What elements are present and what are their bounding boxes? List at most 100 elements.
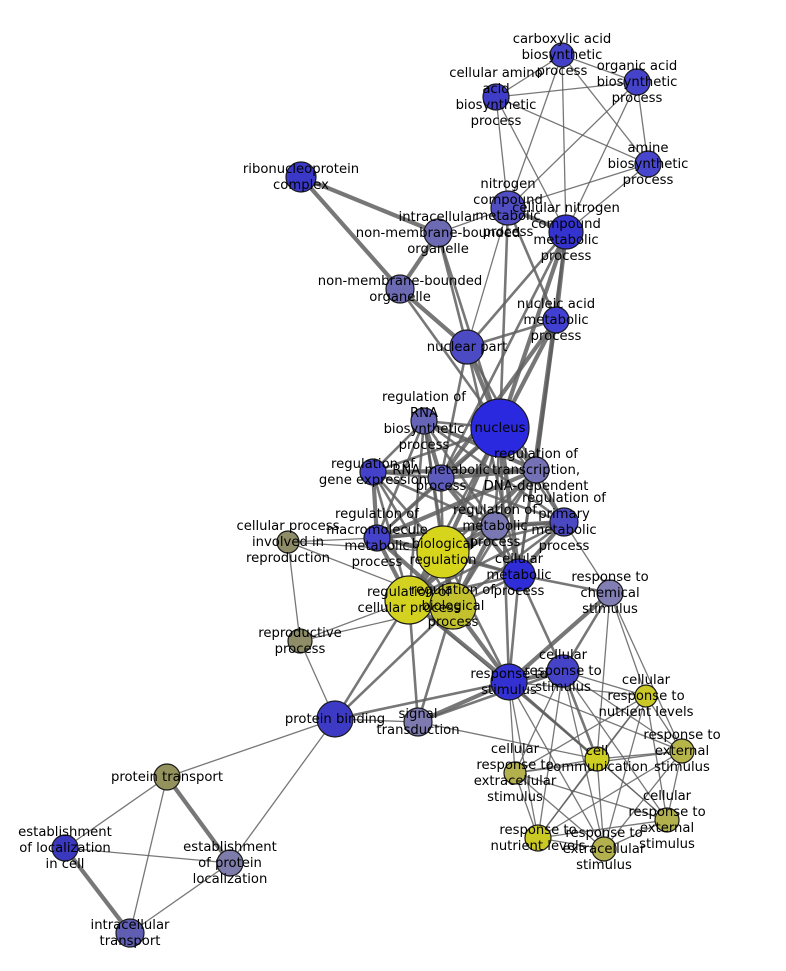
graph-edge	[517, 574, 565, 672]
graph-edge	[508, 681, 539, 839]
node-cellular-response-to-stimulus[interactable]	[546, 654, 580, 688]
graph-edge	[596, 758, 605, 850]
node-cell-communication[interactable]	[584, 746, 610, 772]
node-nucleus[interactable]	[470, 398, 530, 458]
node-establishment-of-protein-localization[interactable]	[216, 849, 244, 877]
node-label-nucleic-acid-metabolic-process: nucleic acid metabolic process	[517, 297, 595, 344]
node-intracellular-transport[interactable]	[115, 918, 145, 948]
node-label-regulation-of-cellular-process: regulation of cellular process	[357, 585, 460, 616]
graph-edge	[603, 695, 647, 850]
node-label-organic-acid-biosynthetic-process: organic acid biosynthetic process	[597, 59, 678, 106]
node-label-establishment-of-localization-in-cell: establishment of localization in cell	[18, 825, 112, 872]
graph-edge	[334, 680, 510, 721]
graph-edge	[537, 670, 564, 839]
node-cellular-amino-acid-biosynthetic-process[interactable]	[482, 83, 510, 111]
node-response-to-chemical-stimulus[interactable]	[596, 579, 624, 607]
graph-edge	[507, 591, 612, 684]
graph-edge	[636, 81, 649, 165]
node-biological-regulation[interactable]	[416, 525, 470, 579]
graph-edge	[514, 695, 647, 774]
graph-edge	[537, 758, 598, 839]
node-intracellular-non-membrane-bounded-organelle[interactable]	[423, 218, 453, 248]
node-label-nucleus: nucleus	[475, 421, 526, 436]
node-label-cellular-response-to-stimulus: cellular response to stimulus	[524, 648, 601, 695]
node-label-response-to-stimulus: response to stimulus	[470, 667, 547, 698]
node-establishment-of-localization-in-cell[interactable]	[51, 834, 79, 862]
node-label-response-to-extracellular-stimulus: response to extracellular stimulus	[563, 826, 646, 873]
graph-edge	[466, 231, 567, 348]
node-label-reproductive-process: reproductive process	[258, 626, 342, 657]
node-nuclear-part[interactable]	[449, 329, 485, 365]
graph-edge	[64, 847, 231, 864]
node-label-carboxylic-acid-biosynthetic-process: carboxylic acid biosynthetic process	[513, 32, 612, 79]
graph-edge	[407, 427, 502, 601]
node-label-nitrogen-compound-metabolic-process: nitrogen compound metabolic process	[473, 177, 543, 240]
graph-edge	[596, 592, 611, 760]
node-response-to-stimulus[interactable]	[490, 663, 528, 701]
graph-edge	[514, 772, 668, 821]
node-label-protein-binding: protein binding	[285, 712, 385, 727]
node-regulation-of-rna-biosynthetic-process[interactable]	[410, 407, 438, 435]
graph-edge	[507, 54, 563, 209]
node-label-cellular-response-to-nutrient-levels: cellular response to nutrient levels	[598, 673, 693, 720]
node-response-to-external-stimulus[interactable]	[669, 738, 695, 764]
node-reproductive-process[interactable]	[287, 628, 313, 654]
graph-edge	[166, 718, 336, 778]
node-response-to-nutrient-levels[interactable]	[524, 824, 552, 852]
node-organic-acid-biosynthetic-process[interactable]	[623, 68, 651, 96]
graph-edge	[596, 750, 683, 760]
graph-edge	[165, 775, 232, 865]
node-label-regulation-of-macromolecule-metabolic-process: regulation of macromolecule metabolic proce…	[326, 507, 427, 570]
graph-edge	[129, 862, 231, 934]
node-label-regulation-of-metabolic-process: regulation of metabolic process	[453, 503, 537, 550]
node-label-regulation-of-primary-metabolic-process: regulation of primary metabolic process	[522, 491, 606, 554]
node-non-membrane-bounded-organelle[interactable]	[385, 274, 415, 304]
graph-edge	[287, 537, 378, 543]
node-regulation-of-macromolecule-metabolic-process[interactable]	[363, 524, 391, 552]
node-regulation-of-primary-metabolic-process[interactable]	[549, 507, 579, 537]
graph-edge	[417, 721, 598, 760]
node-cellular-response-to-extracellular-stimulus[interactable]	[503, 761, 527, 785]
node-protein-binding[interactable]	[316, 700, 354, 738]
graph-edge	[299, 175, 402, 291]
node-label-intracellular-transport: intracellular transport	[91, 918, 170, 949]
node-cellular-response-to-external-stimulus[interactable]	[654, 807, 680, 833]
graph-edge	[498, 231, 568, 429]
graph-edge	[229, 718, 336, 864]
node-cellular-metabolic-process[interactable]	[502, 558, 536, 592]
graph-edge	[508, 681, 647, 697]
graph-edge	[565, 163, 649, 233]
node-label-cellular-response-to-external-stimulus: cellular response to external stimulus	[628, 789, 705, 852]
node-amine-biosynthetic-process[interactable]	[634, 150, 662, 178]
graph-edge	[562, 670, 668, 821]
node-regulation-of-gene-expression[interactable]	[359, 458, 387, 486]
graph-edge	[507, 163, 649, 209]
node-cellular-nitrogen-compound-metabolic-process[interactable]	[548, 214, 584, 250]
node-response-to-extracellular-stimulus[interactable]	[591, 836, 617, 862]
graph-edge	[514, 670, 564, 774]
graph-edge	[506, 207, 558, 321]
graph-edge	[376, 468, 537, 540]
node-protein-transport[interactable]	[153, 763, 181, 791]
node-label-ribonucleoprotein-complex: ribonucleoprotein complex	[243, 162, 359, 193]
node-regulation-of-metabolic-process[interactable]	[480, 511, 510, 541]
node-nucleic-acid-metabolic-process[interactable]	[542, 306, 570, 334]
node-ribonucleoprotein-complex[interactable]	[285, 161, 317, 193]
node-signal-transduction[interactable]	[403, 707, 433, 737]
node-nitrogen-compound-metabolic-process[interactable]	[490, 190, 526, 226]
node-label-regulation-of-gene-expression: regulation of gene expression	[319, 457, 427, 488]
graph-edge	[507, 81, 638, 209]
node-cellular-response-to-nutrient-levels[interactable]	[634, 684, 658, 708]
graph-edge	[439, 346, 469, 479]
graph-edge	[495, 96, 649, 165]
node-cellular-process-involved-in-reproduction[interactable]	[276, 530, 300, 554]
node-label-regulation-of-rna-biosynthetic-process: regulation of RNA biosynthetic process	[382, 390, 466, 453]
node-regulation-of-transcription-dna-dependent[interactable]	[522, 456, 550, 484]
graph-edge	[562, 670, 605, 850]
node-label-regulation-of-biological-process: regulation of biological process	[411, 583, 495, 630]
node-label-rna-metabolic-process: RNA metabolic process	[392, 463, 489, 494]
node-carboxylic-acid-biosynthetic-process[interactable]	[549, 42, 575, 68]
node-rna-metabolic-process[interactable]	[427, 464, 455, 492]
node-regulation-of-biological-process[interactable]	[429, 582, 477, 630]
